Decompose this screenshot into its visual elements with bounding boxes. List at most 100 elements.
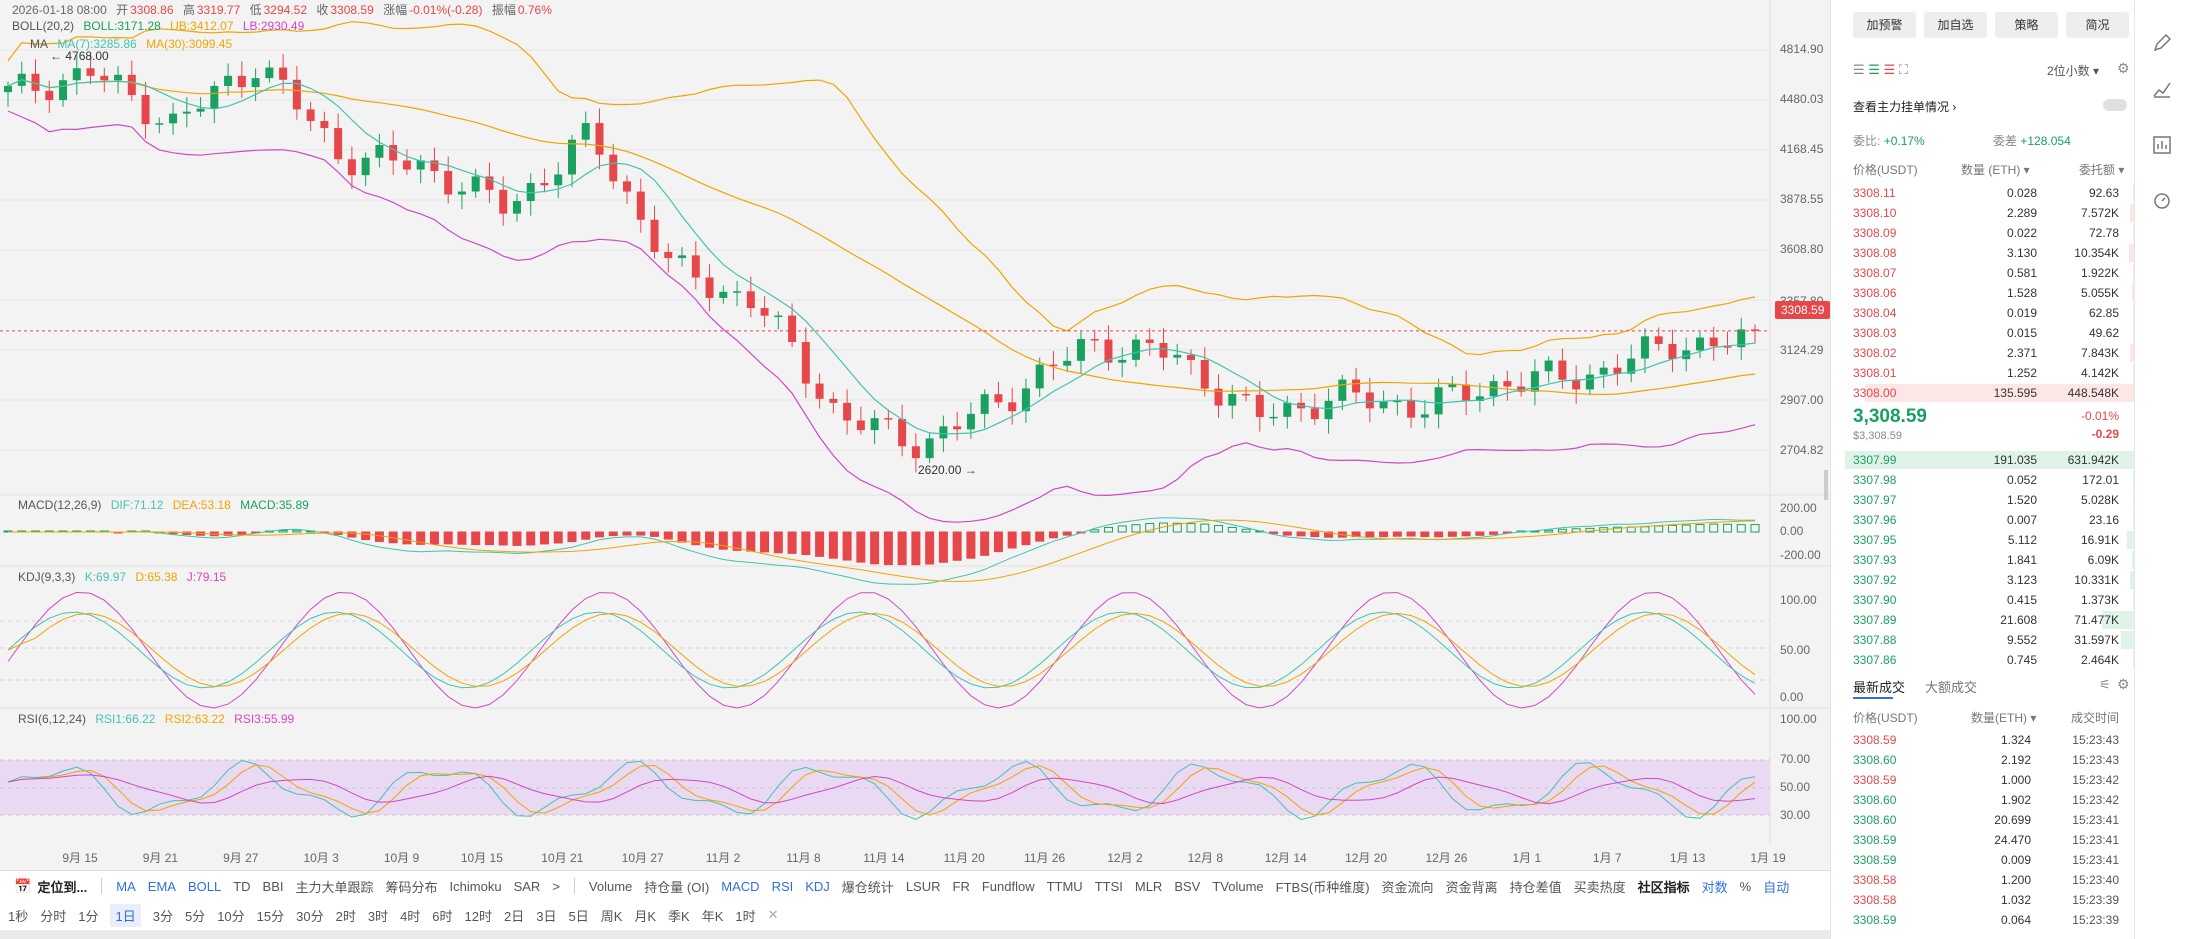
- ask-row[interactable]: 3308.10 2.289 7.572K: [1831, 203, 2135, 223]
- interval-tab[interactable]: 30分: [296, 908, 324, 924]
- chart-area[interactable]: 2026-01-18 08:00 开 3308.86 高 3319.77 低 3294…: [0, 0, 1831, 870]
- ask-row[interactable]: 3308.01 1.252 4.142K: [1831, 363, 2135, 383]
- locate-button[interactable]: 定位到...: [37, 879, 88, 895]
- ask-row[interactable]: 3308.09 0.022 72.78: [1831, 223, 2135, 243]
- bid-row[interactable]: 3307.90 0.415 1.373K: [1831, 590, 2135, 610]
- indicator-tab[interactable]: TVolume: [1212, 878, 1264, 894]
- indicator-tab[interactable]: RSI: [771, 878, 794, 894]
- indicator-tab[interactable]: 自动: [1763, 879, 1790, 895]
- indicator-tab[interactable]: TTSI: [1094, 878, 1123, 894]
- strategy-button[interactable]: 策略: [1995, 12, 2058, 38]
- indicator-tab[interactable]: TTMU: [1046, 878, 1083, 894]
- indicator-tab[interactable]: SAR: [513, 878, 541, 894]
- alert-button[interactable]: 加预警: [1853, 12, 1916, 38]
- indicator-tab[interactable]: 筹码分布: [385, 879, 438, 895]
- indicator-tab[interactable]: 持仓差值: [1509, 879, 1562, 895]
- interval-tab[interactable]: 2时: [335, 908, 356, 924]
- tab-latest-trades[interactable]: 最新成交: [1853, 680, 1906, 695]
- main-orders-link[interactable]: 查看主力挂单情况 ›: [1853, 100, 1957, 114]
- indicator-tab[interactable]: >: [552, 878, 560, 894]
- interval-tab[interactable]: 1日: [110, 903, 141, 927]
- bid-row[interactable]: 3307.97 1.520 5.028K: [1831, 490, 2135, 510]
- indicator-tab[interactable]: 资金背离: [1445, 879, 1498, 895]
- interval-tab[interactable]: 3分: [152, 908, 173, 924]
- indicator-tab[interactable]: LSUR: [905, 878, 941, 894]
- indicator-tab[interactable]: FR: [952, 878, 970, 894]
- bid-row[interactable]: 3307.96 0.007 23.16: [1831, 510, 2135, 530]
- indicator-tab[interactable]: 爆仓统计: [841, 879, 894, 895]
- interval-tab[interactable]: 4时: [400, 908, 421, 924]
- indicator-tab[interactable]: EMA: [147, 878, 176, 894]
- ask-row[interactable]: 3308.08 3.130 10.354K: [1831, 243, 2135, 263]
- interval-tab[interactable]: 年K: [701, 908, 724, 924]
- rsi-legend[interactable]: RSI(6,12,24) RSI1:66.22 RSI2:63.22 RSI3:…: [18, 712, 300, 726]
- trades-settings-icon[interactable]: ⚙: [2117, 676, 2130, 692]
- candlestick-chart[interactable]: [0, 0, 1830, 870]
- orderbook-view-icons[interactable]: ☰ ☰ ☰ ⛶: [1853, 62, 1908, 77]
- calendar-icon[interactable]: 📅: [14, 877, 32, 894]
- interval-tab[interactable]: 12时: [464, 908, 492, 924]
- indicator-tab[interactable]: MA: [116, 878, 136, 894]
- bid-row[interactable]: 3307.86 0.745 2.464K: [1831, 650, 2135, 670]
- precision-select[interactable]: 2位小数 ▾: [2047, 64, 2100, 78]
- close-icon[interactable]: ✕: [767, 907, 779, 922]
- indicator-tab[interactable]: %: [1739, 878, 1752, 894]
- ask-row[interactable]: 3308.11 0.028 92.63: [1831, 183, 2135, 203]
- settings-icon[interactable]: ⚙: [2117, 60, 2130, 76]
- interval-tab[interactable]: 5分: [184, 908, 206, 924]
- interval-tab[interactable]: 1时: [735, 908, 756, 924]
- overview-button[interactable]: 简况: [2066, 12, 2129, 38]
- interval-tab[interactable]: 周K: [600, 908, 623, 924]
- gauge-icon[interactable]: [2151, 190, 2173, 212]
- indicator-tab[interactable]: FTBS(币种维度): [1275, 879, 1370, 895]
- interval-tab[interactable]: 季K: [668, 908, 690, 924]
- indicator-tab[interactable]: 社区指标: [1637, 879, 1690, 895]
- indicator-tab[interactable]: 买卖热度: [1573, 879, 1626, 895]
- chart-resize-bar[interactable]: [0, 930, 1830, 939]
- bid-row[interactable]: 3307.95 5.112 16.91K: [1831, 530, 2135, 550]
- interval-tab[interactable]: 2日: [504, 908, 525, 924]
- boll-legend[interactable]: BOLL(20,2) BOLL:3171.28 UB:3412.07 LB:29…: [12, 19, 310, 33]
- indicator-tab[interactable]: MLR: [1134, 878, 1163, 894]
- ask-row[interactable]: 3308.00 135.595 448.548K: [1831, 383, 2135, 403]
- bid-row[interactable]: 3307.88 9.552 31.597K: [1831, 630, 2135, 650]
- bid-row[interactable]: 3307.92 3.123 10.331K: [1831, 570, 2135, 590]
- indicator-tab[interactable]: BOLL: [187, 878, 222, 894]
- trend-chart-icon[interactable]: [2151, 78, 2173, 100]
- ask-row[interactable]: 3308.02 2.371 7.843K: [1831, 343, 2135, 363]
- tab-big-trades[interactable]: 大额成交: [1925, 680, 1978, 695]
- interval-tab[interactable]: 15分: [256, 908, 285, 924]
- indicator-tab[interactable]: Ichimoku: [449, 878, 502, 894]
- filter-icon[interactable]: ⚟: [2099, 677, 2111, 692]
- col-total[interactable]: 委托额 ▾: [2079, 163, 2125, 177]
- interval-tab[interactable]: 月K: [634, 908, 657, 924]
- bid-row[interactable]: 3307.98 0.052 172.01: [1831, 470, 2135, 490]
- indicator-tab[interactable]: KDJ: [805, 878, 830, 894]
- interval-tab[interactable]: 分时: [40, 908, 67, 924]
- ask-row[interactable]: 3308.06 1.528 5.055K: [1831, 283, 2135, 303]
- interval-tab[interactable]: 1分: [78, 908, 99, 924]
- pencil-icon[interactable]: [2151, 32, 2173, 54]
- tr-col-qty[interactable]: 数量(ETH) ▾: [1971, 711, 2037, 725]
- ask-row[interactable]: 3308.04 0.019 62.85: [1831, 303, 2135, 323]
- indicator-tab[interactable]: TD: [233, 878, 251, 894]
- interval-tab[interactable]: 1秒: [8, 908, 29, 924]
- ma-legend[interactable]: MA MA(7):3285.86 MA(30):3099.45: [30, 37, 238, 51]
- ask-row[interactable]: 3308.07 0.581 1.922K: [1831, 263, 2135, 283]
- indicator-tab[interactable]: 资金流向: [1381, 879, 1434, 895]
- interval-tab[interactable]: 3日: [536, 908, 557, 924]
- bid-row[interactable]: 3307.89 21.608 71.477K: [1831, 610, 2135, 630]
- col-qty[interactable]: 数量 (ETH) ▾: [1961, 163, 2030, 177]
- indicator-tab[interactable]: MACD: [721, 878, 760, 894]
- ask-row[interactable]: 3308.03 0.015 49.62: [1831, 323, 2135, 343]
- main-orders-toggle[interactable]: [2103, 99, 2127, 111]
- indicator-tab[interactable]: 主力大单跟踪: [295, 879, 374, 895]
- bid-row[interactable]: 3307.93 1.841 6.09K: [1831, 550, 2135, 570]
- macd-legend[interactable]: MACD(12,26,9) DIF:71.12 DEA:53.18 MACD:3…: [18, 498, 315, 512]
- watchlist-button[interactable]: 加自选: [1924, 12, 1987, 38]
- bid-row[interactable]: 3307.99 191.035 631.942K: [1831, 450, 2135, 470]
- indicator-tab[interactable]: 对数: [1701, 879, 1728, 895]
- indicator-tab[interactable]: 持仓量 (OI): [644, 879, 710, 895]
- indicator-tab[interactable]: Fundflow: [981, 878, 1035, 894]
- interval-tab[interactable]: 10分: [217, 908, 245, 924]
